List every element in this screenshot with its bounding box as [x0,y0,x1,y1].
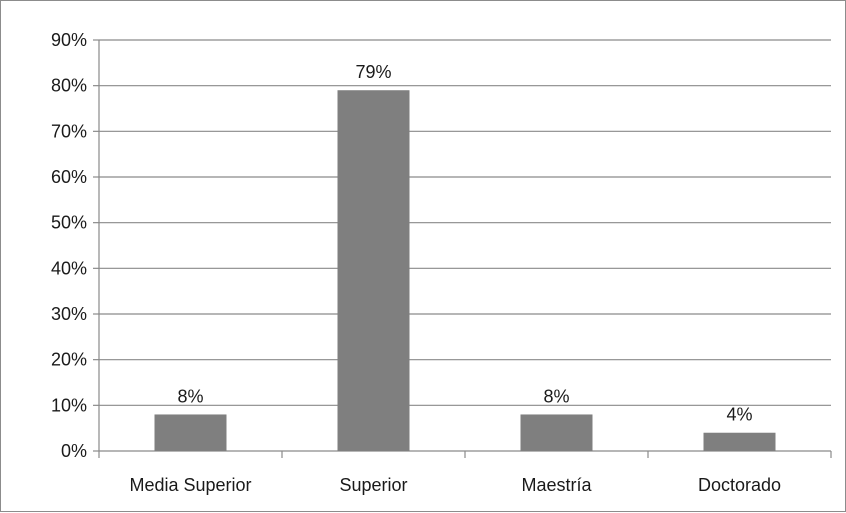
category-label: Doctorado [698,475,781,495]
bar-maestr-a [520,414,593,451]
bar-superior [337,90,410,451]
y-tick-label: 40% [51,258,87,278]
data-label: 4% [726,405,752,425]
y-tick-label: 30% [51,304,87,324]
category-label: Maestría [521,475,592,495]
data-label: 8% [177,386,203,406]
y-tick-label: 50% [51,213,87,233]
y-tick-label: 90% [51,30,87,50]
y-tick-label: 70% [51,121,87,141]
category-label: Superior [339,475,407,495]
data-label: 79% [355,62,391,82]
y-tick-label: 10% [51,395,87,415]
axes [93,39,832,458]
gridlines [99,39,831,406]
data-label: 8% [543,386,569,406]
y-tick-label: 0% [61,441,87,461]
labels: 0% 10% 20% 30% 40% 50% 60% 70% 80% 90% 8% Media Sup… [51,30,781,495]
bars [154,90,776,451]
y-tick-label: 60% [51,167,87,187]
category-label: Media Superior [129,475,251,495]
y-tick-label: 80% [51,76,87,96]
bar-media-superior [154,414,227,451]
y-tick-label: 20% [51,350,87,370]
bar-doctorado [703,432,776,451]
